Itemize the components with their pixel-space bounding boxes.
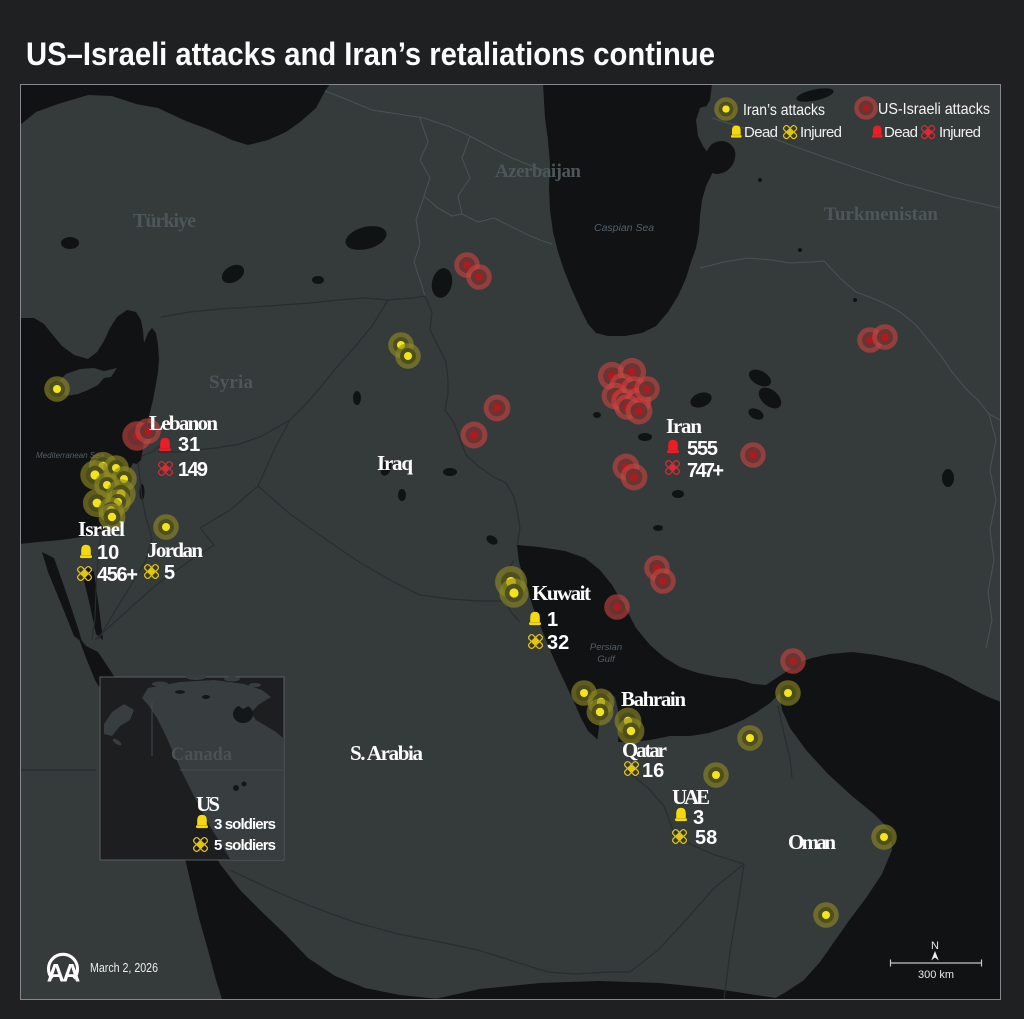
svg-text:N: N [931, 940, 939, 952]
svg-text:Lebanon: Lebanon [149, 411, 218, 435]
svg-text:Iraq: Iraq [377, 451, 413, 475]
svg-text:300 km: 300 km [918, 969, 954, 981]
svg-text:Iran’s attacks: Iran’s attacks [743, 102, 825, 119]
svg-text:Qatar: Qatar [622, 738, 667, 762]
svg-text:S. Arabia: S. Arabia [350, 741, 424, 765]
svg-text:Injured: Injured [800, 124, 842, 141]
svg-text:Syria: Syria [209, 372, 254, 393]
svg-text:Caspian Sea: Caspian Sea [594, 222, 654, 234]
svg-text:3: 3 [693, 807, 704, 829]
svg-text:58: 58 [695, 827, 717, 849]
svg-text:Kuwait: Kuwait [532, 581, 591, 605]
svg-text:Persian: Persian [590, 642, 622, 653]
svg-text:5 soldiers: 5 soldiers [214, 837, 276, 854]
svg-text:Dead: Dead [744, 124, 778, 141]
svg-text:1: 1 [547, 609, 558, 631]
svg-text:March 2, 2026: March 2, 2026 [90, 960, 158, 975]
svg-text:Mediterranean Sea: Mediterranean Sea [36, 451, 105, 460]
svg-text:Jordan: Jordan [147, 538, 203, 562]
svg-text:Dead: Dead [884, 124, 918, 141]
svg-text:3 soldiers: 3 soldiers [214, 816, 276, 833]
svg-text:Israel: Israel [78, 517, 125, 541]
svg-text:UAE: UAE [672, 785, 710, 809]
svg-text:456+: 456+ [97, 564, 138, 586]
svg-text:Turkmenistan: Turkmenistan [824, 204, 938, 225]
svg-text:Bahrain: Bahrain [621, 687, 686, 711]
svg-text:Azerbaijan: Azerbaijan [495, 161, 581, 182]
svg-text:Oman: Oman [788, 830, 836, 854]
svg-text:Türkiye: Türkiye [133, 210, 196, 232]
svg-text:US: US [196, 792, 220, 816]
svg-text:149: 149 [178, 459, 208, 481]
svg-text:32: 32 [547, 632, 569, 654]
svg-text:Canada: Canada [171, 744, 232, 765]
svg-text:31: 31 [178, 434, 200, 456]
svg-text:US-Israeli attacks: US-Israeli attacks [878, 101, 990, 118]
svg-text:747+: 747+ [687, 460, 724, 482]
svg-text:5: 5 [164, 562, 175, 584]
svg-text:AA: AA [47, 960, 80, 988]
svg-text:16: 16 [642, 760, 664, 782]
svg-text:Iran: Iran [666, 414, 702, 438]
svg-text:555: 555 [687, 438, 718, 460]
svg-text:10: 10 [97, 542, 119, 564]
svg-text:Gulf: Gulf [597, 654, 616, 665]
svg-text:Injured: Injured [939, 124, 981, 141]
